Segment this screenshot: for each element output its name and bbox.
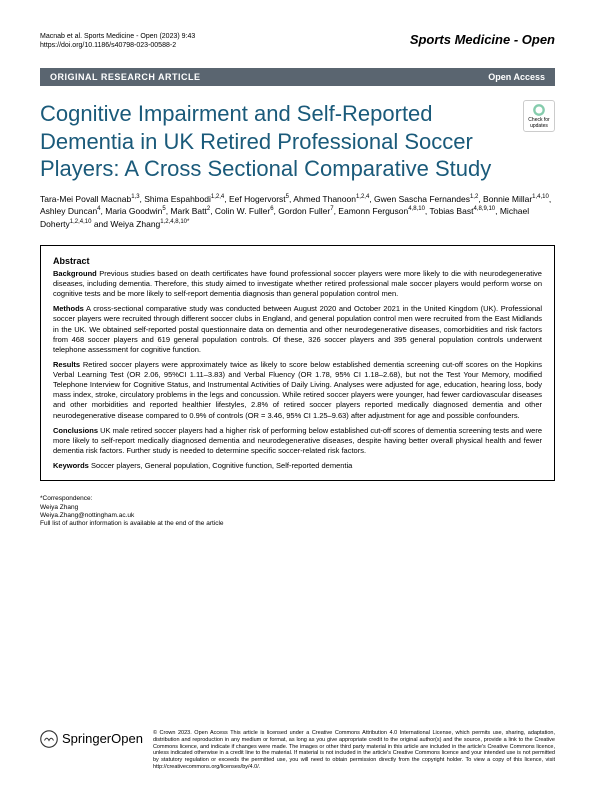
article-category: ORIGINAL RESEARCH ARTICLE <box>50 72 201 82</box>
background-text: Previous studies based on death certific… <box>53 269 542 298</box>
methods-label: Methods <box>53 304 84 313</box>
correspondence-block: *Correspondence: Weiya Zhang Weiya.Zhang… <box>40 495 555 529</box>
citation-doi: https://doi.org/10.1186/s40798-023-00588… <box>40 41 195 50</box>
citation-line1: Macnab et al. Sports Medicine - Open (20… <box>40 32 195 41</box>
check-updates-text: Check for updates <box>524 117 554 129</box>
correspondence-email: Weiya.Zhang@nottingham.ac.uk <box>40 512 555 520</box>
journal-name: Sports Medicine - Open <box>410 32 555 47</box>
springer-icon <box>40 730 58 748</box>
abstract-methods: Methods A cross-sectional comparative st… <box>53 304 542 355</box>
publisher-logo: SpringerOpen <box>40 730 143 748</box>
background-label: Background <box>53 269 97 278</box>
abstract-box: Abstract Background Previous studies bas… <box>40 245 555 481</box>
abstract-conclusions: Conclusions UK male retired soccer playe… <box>53 426 542 456</box>
correspondence-note: Full list of author information is avail… <box>40 520 555 528</box>
author-list: Tara-Mei Povall Macnab1,3, Shima Espahbo… <box>40 193 555 231</box>
citation-block: Macnab et al. Sports Medicine - Open (20… <box>40 32 195 50</box>
header-row: Macnab et al. Sports Medicine - Open (20… <box>40 32 555 50</box>
conclusions-text: UK male retired soccer players had a hig… <box>53 426 542 455</box>
check-updates-icon <box>532 103 546 117</box>
keywords-label: Keywords <box>53 461 89 470</box>
correspondence-label: *Correspondence: <box>40 495 555 503</box>
results-text: Retired soccer players were approximatel… <box>53 360 542 420</box>
correspondence-name: Weiya Zhang <box>40 504 555 512</box>
conclusions-label: Conclusions <box>53 426 98 435</box>
open-access-label: Open Access <box>488 72 545 82</box>
title-row: Cognitive Impairment and Self-Reported D… <box>40 100 555 183</box>
article-title: Cognitive Impairment and Self-Reported D… <box>40 100 523 183</box>
category-bar: ORIGINAL RESEARCH ARTICLE Open Access <box>40 68 555 86</box>
abstract-heading: Abstract <box>53 256 542 266</box>
keywords-text: Soccer players, General population, Cogn… <box>91 461 352 470</box>
check-updates-badge[interactable]: Check for updates <box>523 100 555 132</box>
keywords-row: Keywords Soccer players, General populat… <box>53 461 542 470</box>
methods-text: A cross-sectional comparative study was … <box>53 304 542 354</box>
license-text: © Crown 2023. Open Access This article i… <box>153 730 555 771</box>
results-label: Results <box>53 360 80 369</box>
footer-row: SpringerOpen © Crown 2023. Open Access T… <box>40 730 555 771</box>
article-page: Macnab et al. Sports Medicine - Open (20… <box>0 0 595 791</box>
abstract-results: Results Retired soccer players were appr… <box>53 360 542 421</box>
publisher-name: SpringerOpen <box>62 731 143 746</box>
abstract-background: Background Previous studies based on dea… <box>53 269 542 299</box>
